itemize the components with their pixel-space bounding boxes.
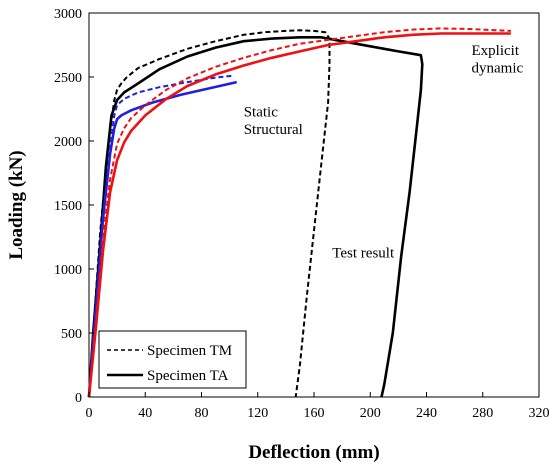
x-tick-label: 320: [529, 406, 550, 421]
annotation-label: Static: [244, 105, 279, 121]
series-line-test-result-tm: [88, 29, 331, 398]
x-tick-label: 120: [247, 406, 268, 421]
x-tick-label: 40: [138, 406, 152, 421]
y-axis-title: Loading (kN): [6, 150, 27, 259]
annotation-label: Explicit: [472, 43, 520, 59]
x-tick-label: 160: [304, 406, 325, 421]
legend: Specimen TM Specimen TA: [98, 330, 247, 389]
series-line-explicit-dynamic-ta: [87, 32, 511, 398]
annotation-label: Test result: [332, 245, 395, 261]
annotation-label: dynamic: [472, 61, 524, 77]
legend-label-tm: Specimen TM: [147, 343, 232, 359]
y-tick-label: 0: [75, 391, 82, 406]
x-tick-label: 0: [86, 406, 93, 421]
x-tick-label: 240: [416, 406, 437, 421]
series-line-test-result-ta: [87, 36, 424, 398]
tick-layer: 0 40 80 120 160 200 240 280 320 0 500 1000 1500 2000 2…: [54, 7, 550, 421]
x-axis-title: Deflection (mm): [248, 442, 379, 463]
series-layer: [87, 27, 511, 398]
series-line-explicit-dynamic-tm: [88, 27, 511, 398]
legend-box: [98, 330, 247, 389]
annotation-label: Structural: [244, 122, 303, 138]
y-tick-label: 2500: [54, 71, 82, 86]
y-tick-label: 1000: [54, 263, 82, 278]
y-tick-label: 3000: [54, 7, 82, 22]
y-tick-label: 1500: [54, 199, 82, 214]
x-tick-label: 280: [472, 406, 493, 421]
x-tick-label: 200: [360, 406, 381, 421]
y-tick-label: 2000: [54, 135, 82, 150]
y-tick-label: 500: [61, 327, 82, 342]
legend-label-ta: Specimen TA: [147, 368, 229, 384]
series-line-static-structural-ta: [87, 80, 237, 398]
x-tick-label: 80: [195, 406, 209, 421]
